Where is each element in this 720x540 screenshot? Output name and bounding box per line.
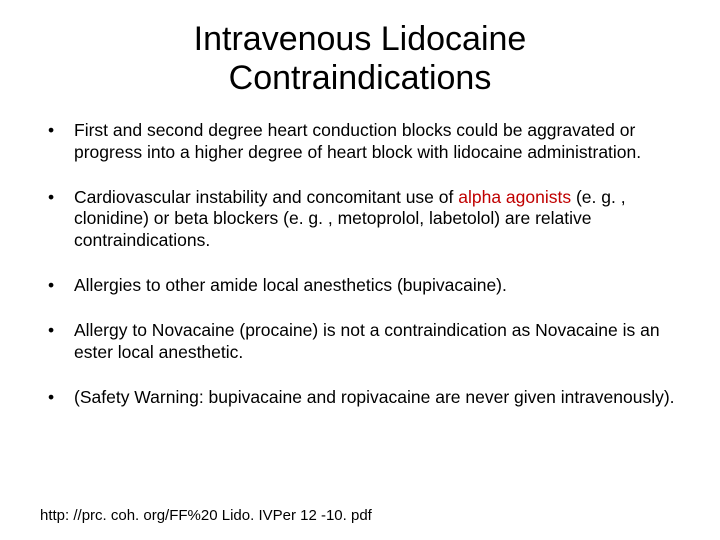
bullet-item: Cardiovascular instability and concomita… (40, 187, 680, 251)
bullet-text-segment: (Safety Warning: bupivacaine and ropivac… (74, 387, 675, 407)
bullet-item: Allergies to other amide local anestheti… (40, 275, 680, 296)
title-line-2: Contraindications (229, 59, 492, 97)
bullet-item: (Safety Warning: bupivacaine and ropivac… (40, 387, 680, 408)
bullet-text-segment: First and second degree heart conduction… (74, 120, 641, 161)
bullet-text-segment: alpha agonists (458, 187, 571, 207)
footer-link: http: //prc. coh. org/FF%20 Lido. IVPer … (40, 507, 372, 524)
bullet-text-segment: Allergies to other amide local anestheti… (74, 275, 507, 295)
bullet-list: First and second degree heart conduction… (40, 120, 680, 408)
title-line-1: Intravenous Lidocaine (194, 20, 527, 58)
bullet-item: Allergy to Novacaine (procaine) is not a… (40, 320, 680, 363)
bullet-text-segment: Allergy to Novacaine (procaine) is not a… (74, 320, 660, 361)
slide: Intravenous Lidocaine Contraindications … (0, 0, 720, 540)
bullet-item: First and second degree heart conduction… (40, 120, 680, 163)
bullet-text-segment: Cardiovascular instability and concomita… (74, 187, 458, 207)
slide-title: Intravenous Lidocaine Contraindications (40, 20, 680, 98)
